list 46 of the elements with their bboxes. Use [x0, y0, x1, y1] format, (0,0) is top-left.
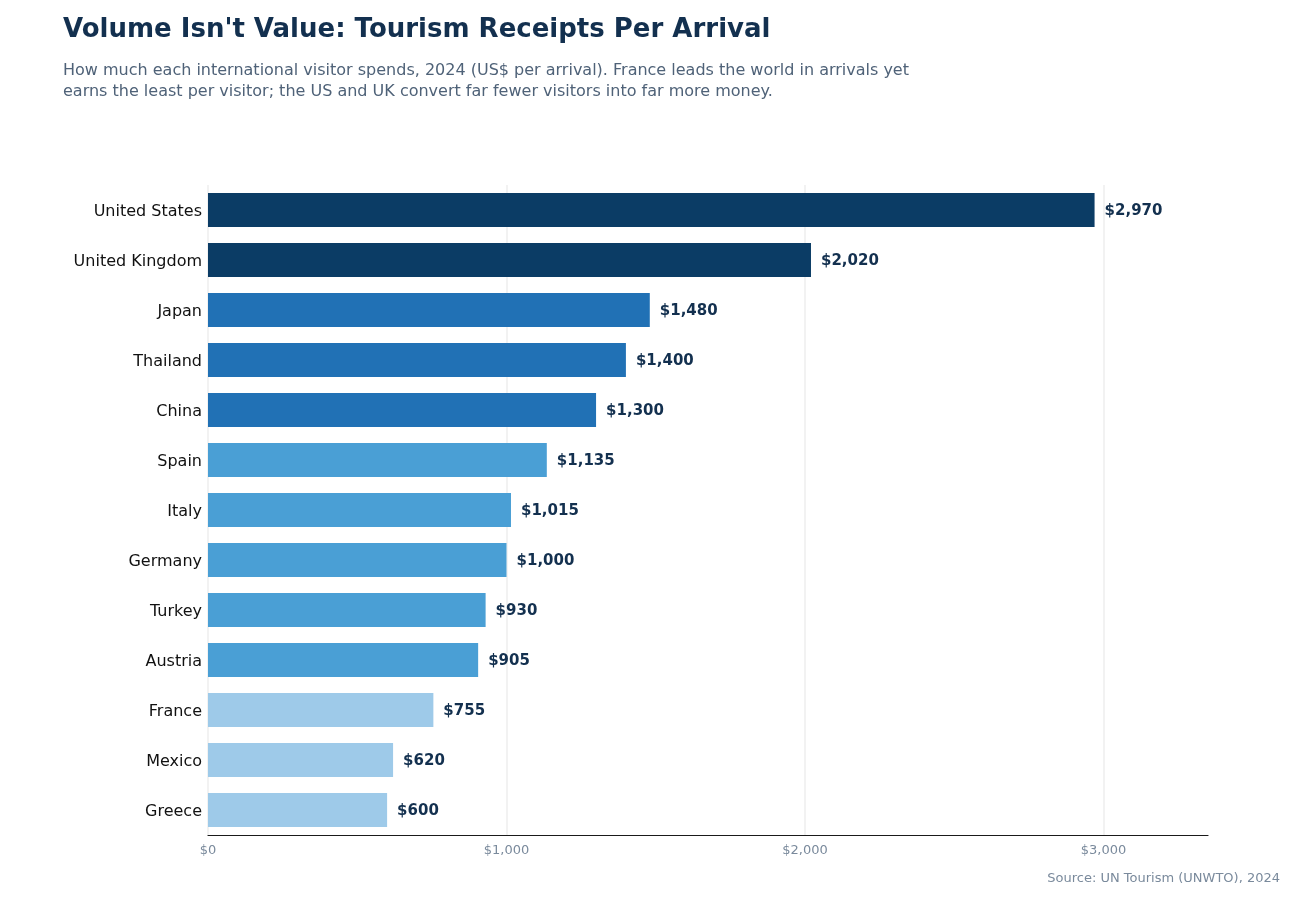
y-tick-label: United Kingdom	[73, 250, 202, 270]
data-label: $755	[443, 701, 486, 719]
x-tick-label: $0	[199, 842, 217, 857]
data-label: $1,480	[659, 301, 718, 319]
y-tick-label: Japan	[156, 300, 202, 320]
chart-title: Volume Isn't Value: Tourism Receipts Per Arrival	[63, 13, 771, 43]
y-tick-label: Spain	[157, 450, 202, 470]
data-label: $1,015	[520, 501, 579, 519]
x-tick-label: $2,000	[782, 842, 828, 857]
y-tick-label: Mexico	[146, 750, 202, 770]
y-tick-label: Austria	[145, 650, 202, 670]
data-label: $2,970	[1104, 201, 1163, 219]
x-tick-label: $1,000	[483, 842, 530, 857]
data-label: $1,300	[606, 401, 664, 419]
y-tick-label: China	[156, 400, 202, 420]
data-label: $1,000	[516, 551, 575, 569]
data-label: $905	[488, 651, 530, 669]
chart-subtitle: How much each international visitor spends, 2024 (US$ per arrival). France leads the world in arrivals yet earns the least per visitor; the US and UK convert far fewer visitors into far more money.	[63, 60, 915, 100]
x-tick-label: $3,000	[1080, 842, 1127, 857]
bar	[208, 343, 626, 377]
y-tick-label: Germany	[128, 550, 202, 570]
data-label: $620	[403, 751, 445, 769]
source-note: Source: UN Tourism (UNWTO), 2024	[1047, 870, 1281, 885]
bar	[208, 543, 507, 577]
bar	[208, 743, 394, 777]
bar	[208, 793, 388, 827]
bar	[208, 243, 811, 277]
data-label: $600	[397, 801, 439, 819]
y-tick-label: Italy	[167, 500, 202, 520]
y-tick-label: Turkey	[148, 600, 202, 620]
data-label: $1,135	[556, 451, 615, 469]
bar	[208, 443, 547, 477]
data-label: $2,020	[820, 251, 879, 269]
y-tick-label: Thailand	[132, 350, 202, 370]
y-tick-label: France	[148, 700, 202, 720]
data-label: $930	[495, 601, 538, 619]
bar	[208, 493, 511, 527]
bar	[208, 693, 434, 727]
y-tick-label: Greece	[145, 800, 202, 820]
bar	[208, 643, 479, 677]
bar	[208, 193, 1095, 227]
bar	[208, 293, 650, 327]
bar	[208, 393, 597, 427]
bar	[208, 593, 486, 627]
y-tick-label: United States	[93, 200, 202, 220]
data-label: $1,400	[635, 351, 694, 369]
